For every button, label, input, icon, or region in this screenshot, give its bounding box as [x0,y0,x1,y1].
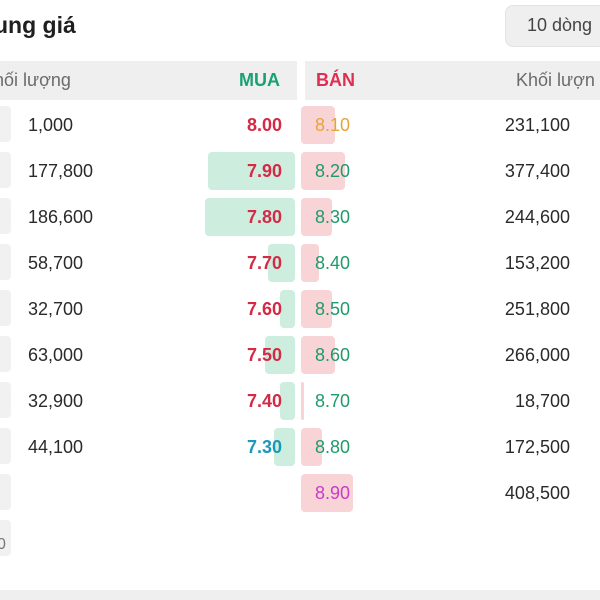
buy-price[interactable]: 7.60 [246,299,282,319]
sell-volume-bar [301,152,345,190]
buy-price[interactable]: 8.00 [246,115,282,135]
buy-column-header: MUA [239,70,280,90]
buy-volume-bar [280,382,295,420]
sell-volume-bar [301,290,332,328]
sell-price[interactable]: 8.10 [315,115,351,135]
sell-volume-bar [301,428,322,466]
rows-count-button[interactable]: 10 dòng [505,5,600,47]
sell-price[interactable]: 8.70 [315,391,351,411]
order-row[interactable]: 32,700 7.60 8.50 251,800 [0,288,600,328]
sell-volume: 266,000 [504,345,570,365]
sell-volume-bar [301,382,304,420]
row-stub [0,152,11,188]
buy-price[interactable]: 7.40 [246,391,282,411]
order-row[interactable]: 32,900 7.40 8.70 18,700 [0,380,600,420]
buy-price[interactable]: 7.50 [246,345,282,365]
row-stub [0,244,11,280]
sell-volume: 153,200 [504,253,570,273]
buy-volume-bar [205,198,295,236]
sell-volume-header: Khối lượn [516,70,595,90]
sell-volume-bar [301,106,335,144]
sell-volume-bar [301,474,353,512]
sell-price[interactable]: 8.90 [315,483,351,503]
sell-price[interactable]: 8.40 [315,253,351,273]
buy-volume: 32,900 [28,391,84,411]
sell-volume: 172,500 [504,437,570,457]
sell-price[interactable]: 8.60 [315,345,351,365]
sell-volume: 18,700 [514,391,570,411]
sell-price[interactable]: 8.20 [315,161,351,181]
buy-volume: 1,000 [28,115,74,135]
row-stub [0,290,11,326]
row-stub [0,336,11,372]
sell-volume: 244,600 [504,207,570,227]
buy-volume: 177,800 [28,161,94,181]
order-row[interactable]: 8.90 408,500 [0,472,600,512]
buy-price[interactable]: 7.80 [246,207,282,227]
row-stub [0,106,11,142]
order-row[interactable]: 1,000 8.00 8.10 231,100 [0,104,600,144]
buy-volume: 44,100 [28,437,84,457]
buy-volume-bar [268,244,295,282]
sell-price[interactable]: 8.80 [315,437,351,457]
sell-volume-bar [301,198,332,236]
sell-price[interactable]: 8.30 [315,207,351,227]
order-row[interactable]: 177,800 7.90 8.20 377,400 [0,150,600,190]
buy-price[interactable]: 7.90 [246,161,282,181]
sell-volume-bar [301,244,319,282]
sell-volume: 377,400 [504,161,570,181]
page-title: ung giá [0,12,76,38]
buy-volume-bar [280,290,295,328]
buy-volume: 32,700 [28,299,84,319]
buy-volume-bar [208,152,295,190]
buy-volume: 186,600 [28,207,94,227]
sell-volume: 408,500 [504,483,570,503]
sell-volume: 251,800 [504,299,570,319]
sell-volume-bar [301,336,335,374]
buy-volume-bar [274,428,295,466]
order-row[interactable]: 58,700 7.70 8.40 153,200 [0,242,600,282]
bottom-divider [0,590,600,600]
buy-volume-header: hối lượng [0,70,71,90]
row-stub [0,198,11,234]
sell-header-bg [305,61,600,100]
row-stub [0,520,11,556]
buy-volume: 58,700 [28,253,84,273]
partial-footer-text: 0 [0,536,6,553]
row-stub [0,382,11,418]
sell-price[interactable]: 8.50 [315,299,351,319]
buy-header-bg [0,61,297,100]
buy-volume: 63,000 [28,345,84,365]
buy-price[interactable]: 7.70 [246,253,282,273]
buy-price[interactable]: 7.30 [246,437,282,457]
sell-volume: 231,100 [504,115,570,135]
row-stub [0,474,11,510]
order-row[interactable]: 63,000 7.50 8.60 266,000 [0,334,600,374]
sell-column-header: BÁN [316,70,355,90]
buy-volume-bar [265,336,295,374]
row-stub [0,428,11,464]
order-row[interactable]: 44,100 7.30 8.80 172,500 [0,426,600,466]
order-row[interactable]: 186,600 7.80 8.30 244,600 [0,196,600,236]
